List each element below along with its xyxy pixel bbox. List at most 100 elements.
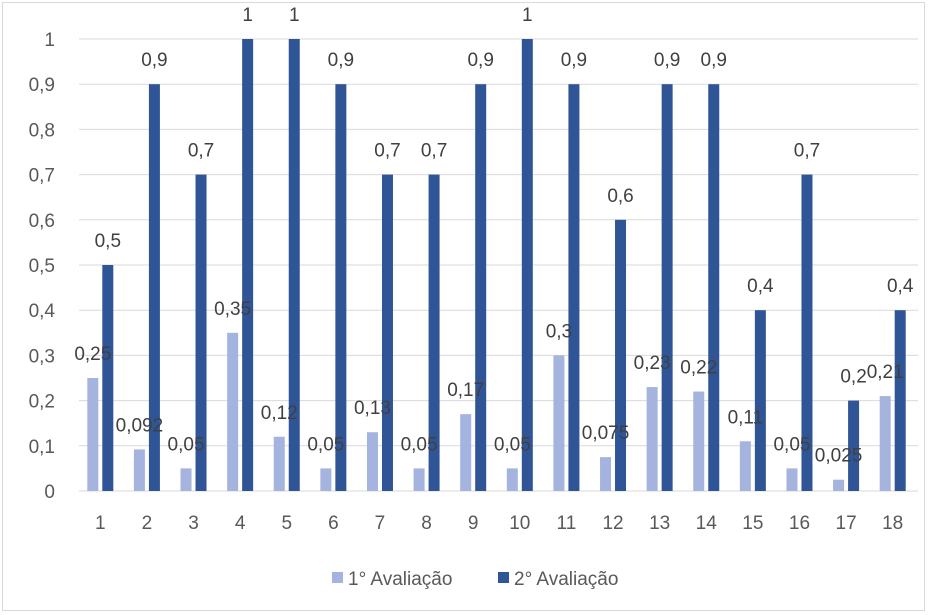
bar-1-avaliacao [833,479,845,491]
x-tick-label: 15 [742,513,763,534]
data-label: 0,05 [307,434,344,455]
data-label: 0,35 [214,299,251,320]
y-tick-label: 0,9 [29,75,55,96]
legend-label: 2° Avaliação [514,569,618,590]
x-tick-label: 4 [235,513,246,534]
legend-swatch [332,572,343,583]
data-label: 0,13 [354,398,391,419]
y-tick-label: 0,5 [29,256,55,277]
x-tick-label: 7 [375,513,386,534]
data-label: 1 [289,5,300,26]
bar-1-avaliacao [320,468,332,491]
bar-1-avaliacao [227,332,239,491]
y-tick-label: 0,6 [29,211,55,232]
y-tick-label: 0 [44,482,55,503]
bar-1-avaliacao [180,468,192,491]
x-tick-label: 13 [649,513,670,534]
data-label: 0,9 [467,50,493,71]
x-tick-label: 5 [281,513,292,534]
data-label: 0,9 [654,50,680,71]
bar-1-avaliacao [646,387,658,491]
bar-2-avaliacao [288,39,300,491]
data-label: 0,7 [794,141,820,162]
bar-1-avaliacao [133,449,145,491]
x-tick-label: 18 [882,513,903,534]
data-label: 0,7 [188,141,214,162]
data-label: 0,025 [815,446,863,467]
data-label: 0,6 [607,186,633,207]
legend-label: 1° Avaliação [348,569,452,590]
data-label: 0,2 [840,367,866,388]
bar-1-avaliacao [506,468,518,491]
data-label: 0,3 [546,321,572,342]
bar-2-avaliacao [754,310,766,491]
y-tick-label: 0,2 [29,392,55,413]
bar-2-avaliacao [894,310,906,491]
bar-2-avaliacao [661,84,673,491]
x-tick-label: 9 [468,513,479,534]
bar-2-avaliacao [335,84,347,491]
bar-2-avaliacao [148,84,160,491]
bar-2-avaliacao [195,174,207,491]
data-label: 0,21 [867,362,904,383]
data-label: 0,25 [74,344,111,365]
bar-1-avaliacao [87,378,99,491]
data-label: 0,05 [494,434,531,455]
data-label: 0,12 [261,403,298,424]
x-tick-label: 6 [328,513,339,534]
bar-1-avaliacao [739,441,751,491]
y-tick-label: 0,7 [29,166,55,187]
data-label: 1 [242,5,253,26]
bar-2-avaliacao [568,84,580,491]
data-label: 0,9 [141,50,167,71]
bar-2-avaliacao [615,219,627,492]
data-label: 1 [522,5,533,26]
bar-2-avaliacao [848,400,860,491]
bar-2-avaliacao [428,174,440,491]
x-tick-label: 1 [95,513,106,534]
y-tick-label: 1 [44,30,55,51]
data-label: 0,05 [168,434,205,455]
x-tick-label: 11 [557,513,577,534]
bar-2-avaliacao [242,39,254,491]
x-tick-label: 14 [696,513,718,534]
data-label: 0,17 [447,380,484,401]
data-label: 0,4 [887,276,914,297]
data-label: 0,7 [374,141,400,162]
data-label: 0,075 [582,423,630,444]
bar-2-avaliacao [102,265,114,491]
y-tick-label: 0,1 [29,437,55,458]
bar-2-avaliacao [521,39,533,491]
data-label: 0,092 [116,415,164,436]
x-tick-label: 10 [509,513,530,534]
x-tick-label: 12 [602,513,623,534]
data-label: 0,11 [728,407,764,428]
x-tick-label: 17 [836,513,857,534]
bar-1-avaliacao [460,414,472,491]
data-label: 0,05 [401,434,438,455]
y-tick-label: 0,8 [29,120,55,141]
data-labels: 0,25 0,5 0,092 0,9 0,05 0,7 0,35 1 0,12 1 0,05 0,9 0… [74,5,914,467]
data-label: 0,22 [680,358,717,379]
x-axis: 1 2 3 4 5 6 7 8 9 10 11 12 13 14 15 16 17 18 [95,513,903,534]
bar-2-avaliacao [708,84,720,491]
x-tick-label: 3 [188,513,199,534]
x-tick-label: 2 [142,513,153,534]
bar-2-avaliacao [801,174,813,491]
bar-1-avaliacao [273,436,285,491]
data-label: 0,5 [95,231,121,252]
y-axis: 0 0,1 0,2 0,3 0,4 0,5 0,6 0,7 0,8 0,9 1 [29,30,56,503]
data-label: 0,05 [773,434,810,455]
bar-1-avaliacao [553,355,565,491]
data-label: 0,23 [634,353,671,374]
bar-2-avaliacao [475,84,487,491]
y-tick-label: 0,3 [29,346,55,367]
data-label: 0,9 [701,50,727,71]
x-tick-label: 8 [421,513,432,534]
x-tick-label: 16 [789,513,810,534]
bar-1-avaliacao [366,432,378,491]
bar-1-avaliacao [879,396,891,491]
data-label: 0,9 [561,50,587,71]
y-tick-label: 0,4 [29,301,56,322]
